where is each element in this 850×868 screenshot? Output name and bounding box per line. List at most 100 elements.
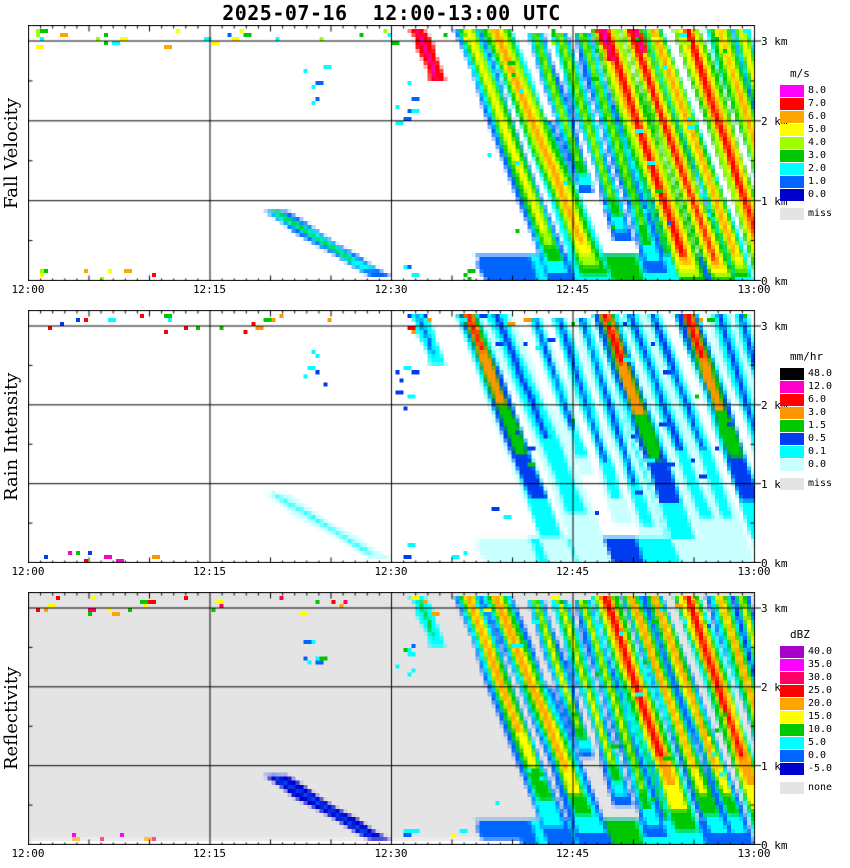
legend-color-swatch — [780, 710, 804, 723]
legend-value-label: 0.0 — [808, 189, 827, 200]
legend-row: 4.0 — [780, 136, 846, 149]
time-tick-label: 12:00 — [11, 565, 45, 578]
colorbar-unit: mm/hr — [790, 350, 824, 363]
legend-color-swatch — [780, 123, 804, 136]
colorbar-legend: 8.0 7.0 6.0 5.0 4.0 3.0 2.0 1.0 0.0 — [780, 84, 846, 201]
height-tick-label: 3 km — [761, 320, 788, 333]
legend-row: -5.0 — [780, 762, 846, 775]
legend-color-swatch — [780, 97, 804, 110]
legend-row: 7.0 — [780, 97, 846, 110]
legend-missing-label: none — [808, 782, 833, 793]
legend-color-swatch — [780, 749, 804, 762]
legend-value-label: 0.1 — [808, 446, 827, 457]
legend-color-swatch — [780, 149, 804, 162]
height-tick-label: 3 km — [761, 602, 788, 615]
legend-value-label: 3.0 — [808, 150, 827, 161]
legend-value-label: 30.0 — [808, 672, 833, 683]
legend-row: 0.0 — [780, 188, 846, 201]
legend-row: 3.0 — [780, 149, 846, 162]
legend-row: 48.0 — [780, 367, 846, 380]
legend-row: 0.0 — [780, 458, 846, 471]
height-tick-label: 0 km — [761, 274, 788, 288]
legend-row: 12.0 — [780, 380, 846, 393]
legend-row: 40.0 — [780, 645, 846, 658]
colorbar-fall-velocity: m/s 8.0 7.0 6.0 5.0 4.0 3.0 2.0 1.0 0.0 miss — [780, 67, 846, 220]
legend-missing-row: miss — [780, 477, 846, 490]
legend-row: 1.0 — [780, 175, 846, 188]
legend-row: 10.0 — [780, 723, 846, 736]
legend-row: 6.0 — [780, 393, 846, 406]
legend-missing-swatch — [780, 781, 804, 794]
plot-fall-velocity — [28, 25, 764, 281]
legend-color-swatch — [780, 380, 804, 393]
legend-value-label: 6.0 — [808, 111, 827, 122]
legend-color-swatch — [780, 162, 804, 175]
legend-color-swatch — [780, 393, 804, 406]
legend-color-swatch — [780, 684, 804, 697]
time-tick-label: 12:00 — [11, 283, 45, 296]
legend-missing-swatch — [780, 207, 804, 220]
legend-row: 5.0 — [780, 123, 846, 136]
height-tick-label: 0 km — [761, 838, 788, 852]
legend-row: 5.0 — [780, 736, 846, 749]
time-tick-label: 12:45 — [555, 847, 590, 860]
grid-canvas-fall-velocity — [28, 25, 764, 281]
legend-missing-label: miss — [808, 208, 833, 219]
time-tick-label: 12:30 — [374, 565, 408, 578]
time-tick-label: 12:15 — [192, 283, 227, 296]
legend-value-label: 0.5 — [808, 433, 827, 444]
time-tick-label: 12:15 — [192, 565, 227, 578]
legend-color-swatch — [780, 110, 804, 123]
time-tick-label: 12:30 — [374, 283, 408, 296]
legend-row: 2.0 — [780, 162, 846, 175]
legend-row: 0.5 — [780, 432, 846, 445]
legend-value-label: 4.0 — [808, 137, 827, 148]
colorbar-legend: 48.0 12.0 6.0 3.0 1.5 0.5 0.1 0.0 — [780, 367, 846, 471]
legend-color-swatch — [780, 723, 804, 736]
y-axis-title-fall-velocity: Fall Velocity — [1, 97, 22, 209]
legend-value-label: 7.0 — [808, 98, 827, 109]
legend-value-label: 0.0 — [808, 459, 827, 470]
legend-value-label: 12.0 — [808, 381, 833, 392]
legend-value-label: 3.0 — [808, 407, 827, 418]
legend-color-swatch — [780, 458, 804, 471]
time-tick-label: 12:30 — [374, 847, 408, 860]
legend-color-swatch — [780, 432, 804, 445]
legend-color-swatch — [780, 736, 804, 749]
legend-color-swatch — [780, 445, 804, 458]
legend-color-swatch — [780, 84, 804, 97]
panel-reflectivity: Reflectivity 0 km 1 km 2 km 3 km 12:00 12:15… — [0, 592, 850, 862]
colorbar-legend: 40.0 35.0 30.0 25.0 20.0 15.0 10.0 5.0 0.0 -5.0 — [780, 645, 846, 775]
legend-row: 30.0 — [780, 671, 846, 684]
legend-color-swatch — [780, 671, 804, 684]
legend-value-label: 6.0 — [808, 394, 827, 405]
plot-rain-intensity — [28, 310, 764, 563]
legend-value-label: -5.0 — [808, 763, 833, 774]
legend-value-label: 10.0 — [808, 724, 833, 735]
legend-color-swatch — [780, 419, 804, 432]
legend-row: 15.0 — [780, 710, 846, 723]
legend-row: 25.0 — [780, 684, 846, 697]
time-tick-label: 13:00 — [737, 847, 771, 860]
plot-reflectivity — [28, 592, 764, 845]
legend-value-label: 1.0 — [808, 176, 827, 187]
time-tick-label: 13:00 — [737, 283, 771, 296]
legend-row: 20.0 — [780, 697, 846, 710]
y-axis-title-rain-intensity: Rain Intensity — [1, 372, 22, 501]
legend-color-swatch — [780, 367, 804, 380]
colorbar-unit: m/s — [790, 67, 810, 80]
grid-canvas-reflectivity — [28, 592, 764, 845]
legend-row: 0.0 — [780, 749, 846, 762]
legend-value-label: 40.0 — [808, 646, 833, 657]
legend-row: 8.0 — [780, 84, 846, 97]
legend-color-swatch — [780, 188, 804, 201]
legend-row: 3.0 — [780, 406, 846, 419]
panel-rain-intensity: Rain Intensity 0 km 1 km 2 km 3 km 12:00 12:… — [0, 310, 850, 580]
legend-row: 35.0 — [780, 658, 846, 671]
time-axis-fall-velocity: 12:00 12:15 12:30 12:45 13:00 — [11, 283, 770, 297]
legend-color-swatch — [780, 175, 804, 188]
legend-missing-swatch — [780, 477, 804, 490]
panel-fall-velocity: Fall Velocity 0 km 1 km 2 km 3 km 12:00 12:1… — [0, 25, 850, 297]
legend-value-label: 8.0 — [808, 85, 827, 96]
